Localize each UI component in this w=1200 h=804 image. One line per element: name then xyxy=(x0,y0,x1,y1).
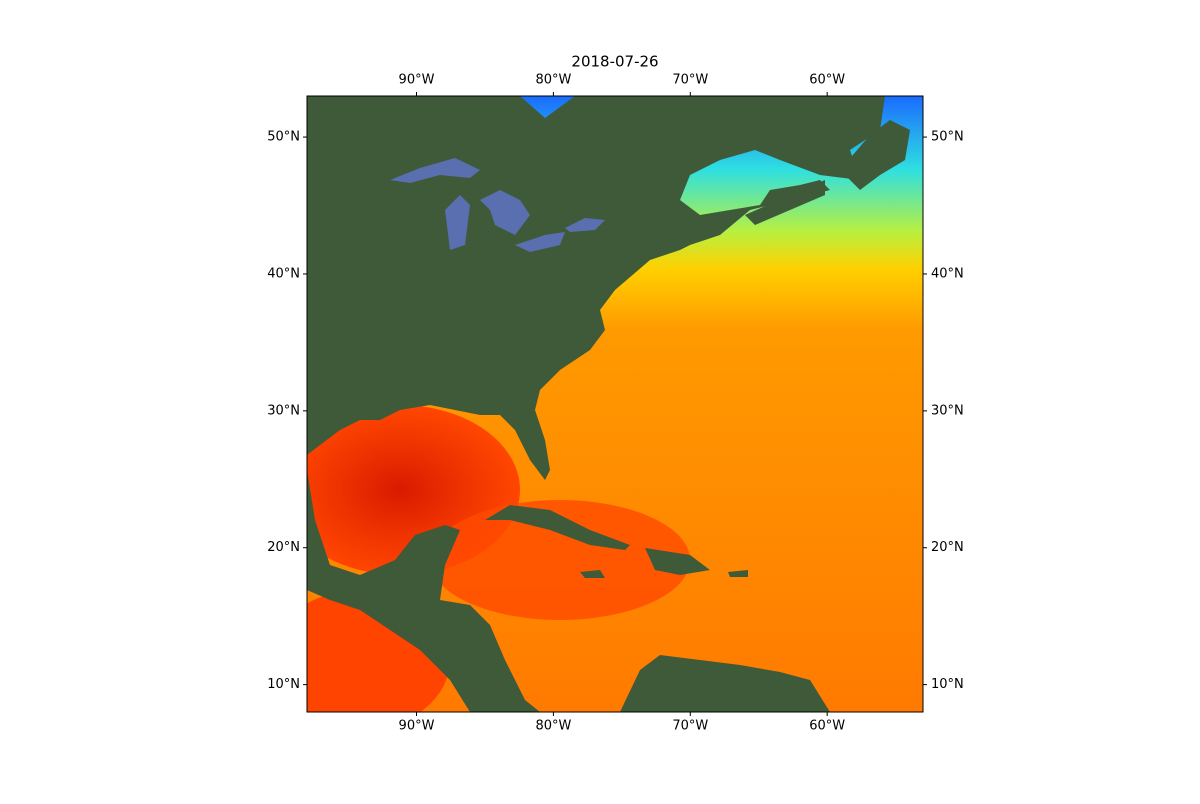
x-tick-label: 70°W xyxy=(672,719,708,734)
map-image xyxy=(307,96,923,712)
map-frame xyxy=(306,95,924,713)
x-tick-label: 60°W xyxy=(809,719,845,734)
x-tick-label: 80°W xyxy=(535,719,571,734)
y-tick-label: 40°N xyxy=(931,266,964,281)
y-tick-label: 50°N xyxy=(931,130,964,145)
x-tick-label: 70°W xyxy=(672,73,708,88)
y-tick-label: 40°N xyxy=(267,266,300,281)
y-tick-label: 20°N xyxy=(931,540,964,555)
land xyxy=(307,96,910,712)
x-tick-label: 90°W xyxy=(399,73,435,88)
great-lakes xyxy=(390,158,605,252)
y-tick-label: 10°N xyxy=(931,677,964,692)
map-title: 2018-07-26 xyxy=(571,53,658,71)
caribbean-warm-water xyxy=(430,500,690,620)
x-tick-label: 60°W xyxy=(809,73,845,88)
graticule-labels: 90°W 90°W 80°W 80°W 70°W 70°W 60°W 60°W 10°N 10°N… xyxy=(267,73,964,734)
x-tick-label: 90°W xyxy=(399,719,435,734)
y-tick-label: 30°N xyxy=(267,403,300,418)
y-tick-label: 20°N xyxy=(267,540,300,555)
x-tick-label: 80°W xyxy=(535,73,571,88)
y-tick-label: 30°N xyxy=(931,403,964,418)
y-tick-label: 10°N xyxy=(267,677,300,692)
y-tick-label: 50°N xyxy=(267,130,300,145)
